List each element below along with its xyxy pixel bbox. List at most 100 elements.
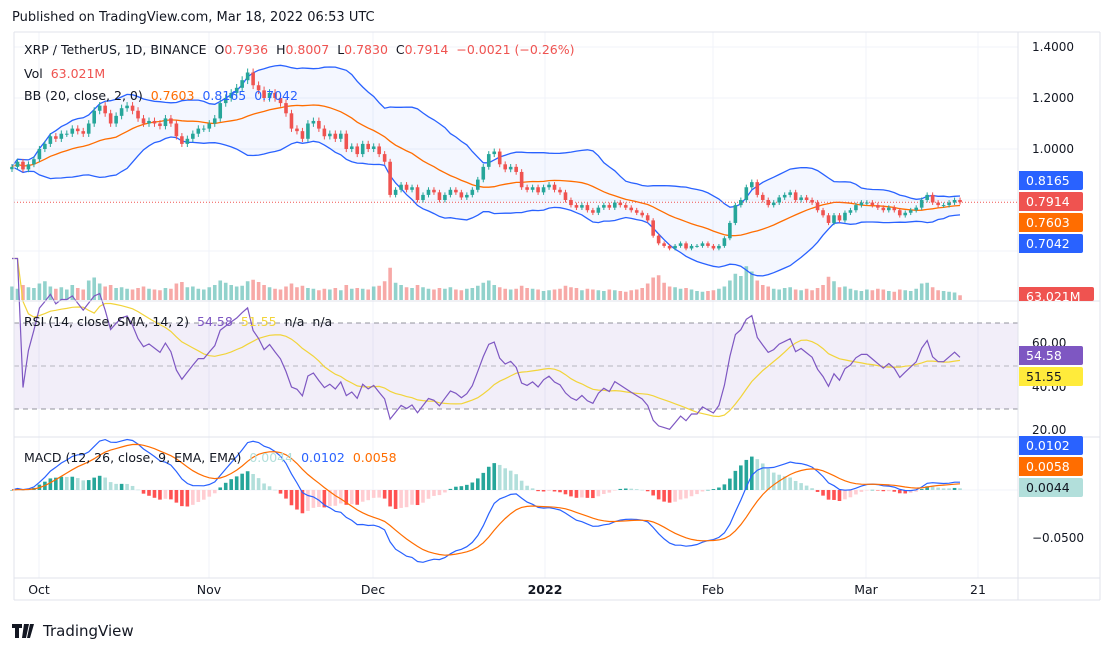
macd-histogram-bar: [158, 490, 162, 500]
candle-body: [141, 118, 146, 124]
volume-bar: [262, 285, 266, 300]
macd-histogram-bar: [958, 488, 962, 490]
macd-histogram-bar: [136, 489, 140, 491]
macd-histogram-bar: [530, 488, 535, 490]
bb-upper-tag: 0.8165: [1019, 171, 1083, 190]
symbol-label[interactable]: XRP / TetherUS, 1D, BINANCE: [24, 42, 207, 57]
volume-bar: [476, 285, 480, 300]
macd-histogram-bar: [147, 490, 151, 496]
candle-body: [432, 189, 436, 193]
candle-body: [947, 202, 951, 206]
tradingview-logo-icon: [12, 624, 34, 638]
macd-histogram-bar: [854, 490, 858, 495]
volume-bar: [174, 283, 179, 300]
candle-body: [218, 103, 223, 119]
volume-bar: [514, 288, 518, 300]
volume-bar: [399, 285, 403, 300]
macd-histogram-bar: [596, 490, 601, 497]
macd-histogram-bar: [519, 480, 524, 490]
candle-body: [48, 136, 53, 144]
candle-body: [952, 200, 957, 203]
macd-histogram-bar: [432, 490, 436, 496]
volume-bar: [141, 286, 146, 300]
macd-histogram-bar: [876, 490, 880, 491]
macd-histogram-bar: [739, 465, 743, 490]
volume-bar: [788, 287, 792, 300]
macd-histogram-bar: [295, 490, 299, 510]
candle-body: [739, 200, 743, 206]
macd-histogram-bar: [108, 482, 113, 490]
volume-bar: [837, 287, 842, 300]
macd-histogram-bar: [613, 490, 617, 491]
macd-histogram-bar: [700, 490, 705, 492]
macd-histogram-bar: [580, 490, 584, 498]
candle-body: [382, 154, 387, 162]
candle-body: [881, 207, 886, 211]
high-label: H: [276, 42, 286, 57]
candle-body: [613, 202, 617, 208]
candle-body: [821, 210, 825, 216]
macd-label[interactable]: MACD (12, 26, close, 9, EMA, EMA): [24, 450, 242, 465]
candle-body: [536, 187, 540, 193]
macd-histogram-bar: [251, 474, 255, 490]
volume-bar: [958, 295, 962, 300]
macd-histogram-bar: [300, 490, 305, 514]
candle-body: [541, 187, 546, 193]
candle-body: [92, 110, 96, 124]
candle-body: [766, 200, 771, 206]
volume-bar: [755, 280, 760, 300]
macd-histogram-bar: [837, 490, 842, 502]
rsi-label[interactable]: RSI (14, close, SMA, 14, 2): [24, 314, 190, 329]
macd-histogram-bar: [629, 488, 634, 490]
open-label: O: [214, 42, 225, 57]
tradingview-logo[interactable]: TradingView: [12, 622, 134, 640]
volume-bar: [289, 283, 294, 300]
time-label: Mar: [854, 582, 878, 597]
macd-histogram-bar: [711, 489, 716, 490]
macd-histogram-bar: [865, 490, 869, 491]
volume-bar: [563, 285, 568, 300]
macd-histogram-bar: [574, 490, 579, 498]
macd-histogram-bar: [377, 490, 381, 498]
candle-body: [344, 133, 349, 149]
candle-body: [591, 210, 595, 213]
volume-bar: [21, 285, 25, 300]
candle-body: [481, 166, 486, 180]
macd-tag: 0.0102: [1019, 436, 1083, 455]
low-label: L: [337, 42, 345, 57]
macd-histogram-bar: [223, 482, 228, 490]
candle-body: [859, 202, 864, 206]
volume-bar: [317, 290, 321, 300]
macd-histogram-bar: [114, 483, 118, 490]
candle-body: [722, 238, 727, 246]
macd-histogram-bar: [777, 474, 781, 490]
macd-legend: MACD (12, 26, close, 9, EMA, EMA) 0.0044…: [24, 450, 401, 465]
candle-body: [793, 192, 798, 200]
candle-body: [459, 192, 464, 198]
candle-body: [514, 166, 518, 172]
time-label: 21: [970, 582, 986, 597]
pane-frame: [13, 31, 1101, 601]
open-value: 0.7936: [224, 42, 269, 57]
candle-body: [618, 202, 623, 206]
candle-body: [837, 215, 842, 221]
macd-histogram-bar: [563, 490, 568, 495]
macd-histogram-bar: [744, 459, 749, 490]
candle-body: [267, 92, 272, 98]
volume-bar: [695, 291, 699, 300]
bb-label[interactable]: BB (20, close, 2, 0): [24, 88, 143, 103]
macd-histogram-bar: [185, 490, 190, 507]
candle-body: [32, 159, 36, 165]
volume-label[interactable]: Vol: [24, 66, 43, 81]
macd-histogram-bar: [212, 490, 217, 494]
volume-bar: [815, 288, 820, 300]
volume-bar: [377, 285, 381, 300]
candle-body: [848, 210, 853, 213]
volume-bar: [569, 287, 573, 300]
candle-body: [629, 207, 634, 211]
candle-body: [689, 245, 694, 249]
volume-bar: [651, 277, 655, 300]
volume-bar: [717, 288, 721, 300]
candle-body: [782, 194, 787, 198]
